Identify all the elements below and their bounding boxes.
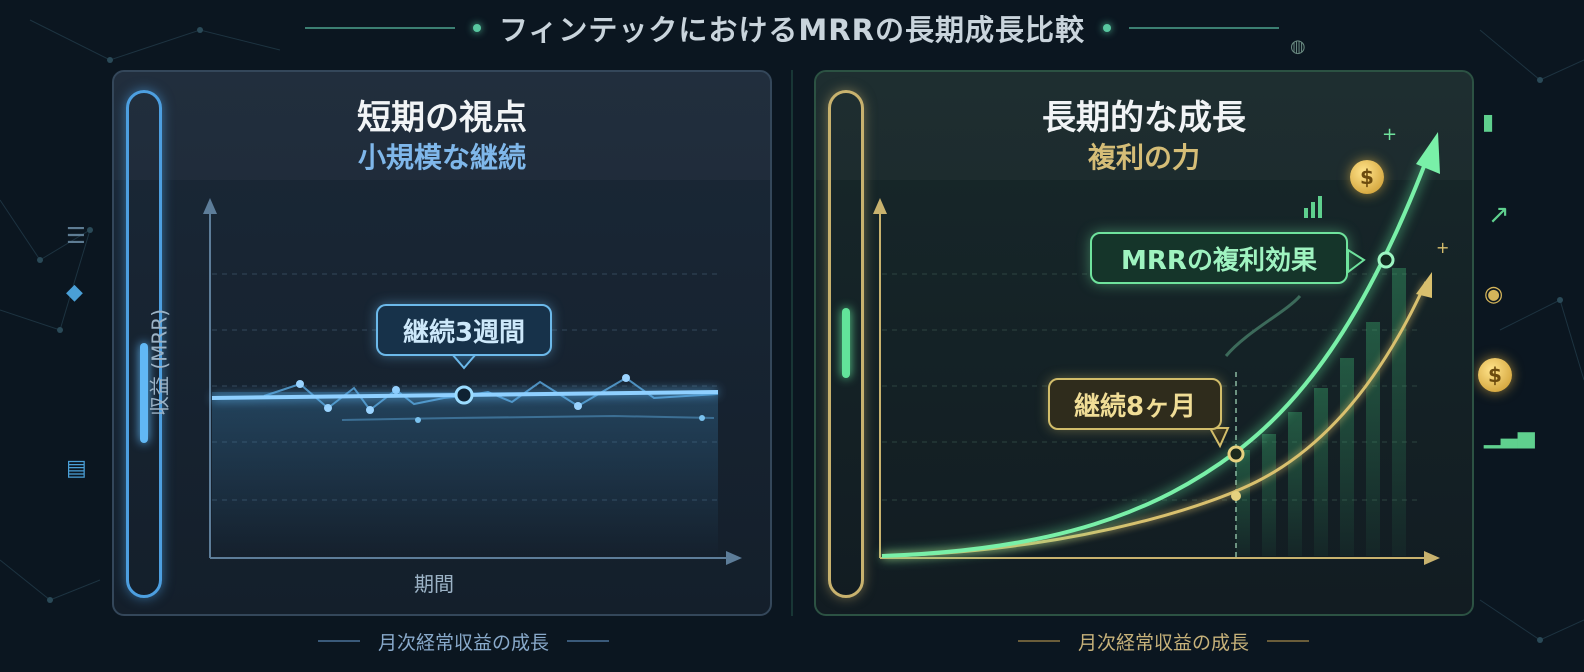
short-term-bar-fill: [140, 343, 148, 443]
long-term-footer-text: 月次経常収益の成長: [1078, 631, 1250, 654]
footer-line: [318, 640, 360, 642]
bar-chart-icon: ▮: [1482, 110, 1495, 135]
trend-up-arrow-icon: ↗: [1488, 200, 1510, 230]
growth-stripe: [1340, 358, 1354, 556]
document-list-icon: ☰: [66, 224, 86, 249]
compound-effect-callout: MRRの複利効果: [1090, 232, 1348, 284]
mini-bar-icon: [1311, 202, 1315, 218]
long-term-panel: 長期的な成長 複利の力: [814, 70, 1474, 616]
growth-stripe: [1314, 388, 1328, 556]
footer-line: [1267, 640, 1310, 642]
data-point: [324, 404, 332, 412]
eight-month-marker: [1227, 445, 1245, 463]
page-title: フィンテックにおけるMRRの長期成長比較: [499, 13, 1085, 47]
short-term-footer-text: 月次経常収益の成長: [378, 631, 550, 654]
growth-stripe: [1236, 450, 1250, 556]
x-axis-arrow: [1424, 551, 1440, 565]
growth-stripe: [1288, 412, 1302, 556]
short-term-area: [212, 392, 718, 558]
callout-pointer: [449, 353, 479, 370]
sparkle-icon: +: [1436, 238, 1450, 257]
data-point: [415, 417, 421, 423]
short-term-baseline: [341, 414, 715, 421]
sparkle-icon: +: [1382, 124, 1398, 145]
dollar-coin-icon: $: [1478, 358, 1512, 392]
eight-month-callout: 継続8ヶ月: [1048, 378, 1222, 430]
growth-stripe: [1392, 268, 1406, 556]
y-axis-label: 収益 (MRR): [147, 309, 172, 417]
x-axis-arrow: [726, 551, 742, 565]
title-dot-left: [473, 24, 482, 32]
title-line-right: [1128, 27, 1279, 29]
three-week-marker: [454, 385, 474, 405]
data-point: [366, 406, 374, 414]
x-axis-label: 期間: [414, 572, 454, 596]
long-term-subtitle: 複利の力: [1087, 141, 1200, 174]
callout-pointer: [1208, 427, 1230, 449]
footer-line: [567, 640, 610, 642]
three-week-callout: 継続3週間: [376, 304, 552, 356]
growth-stripe: [1262, 434, 1276, 556]
coin-stack-icon: ◉: [1484, 282, 1504, 307]
dollar-coin-icon: $: [1350, 160, 1384, 194]
globe-icon: ◍: [1290, 36, 1306, 57]
growth-chart-icon: ▁▃▅: [1484, 424, 1535, 449]
page-header: フィンテックにおけるMRRの長期成長比較: [0, 6, 1584, 50]
compound-marker: [1377, 251, 1395, 269]
y-axis-arrow: [873, 198, 887, 214]
short-term-footer: 月次経常収益の成長: [318, 626, 610, 656]
short-term-panel: 短期の視点 小規模な継続: [112, 70, 772, 616]
short-term-subtitle: 小規模な継続: [357, 141, 526, 174]
secondary-curve-arrow: [1416, 272, 1432, 298]
growth-curve-arrow: [1416, 132, 1440, 174]
long-term-footer: 月次経常収益の成長: [1018, 626, 1310, 656]
short-term-title: 短期の視点: [357, 98, 527, 138]
receipt-icon: ▤: [66, 456, 87, 481]
title-line-left: [305, 27, 456, 29]
data-point: [622, 374, 630, 382]
growth-stripe: [1366, 322, 1380, 556]
data-point: [296, 380, 304, 388]
ethereum-icon: ◆: [66, 280, 83, 305]
long-term-bar-fill: [842, 308, 850, 378]
short-term-chart: [203, 198, 742, 565]
data-point: [699, 415, 705, 421]
title-dot-right: [1102, 24, 1111, 32]
long-term-secondary-curve: [881, 281, 1428, 558]
mini-bar-icon: [1304, 208, 1308, 218]
footer-line: [1018, 640, 1060, 642]
data-point: [392, 386, 400, 394]
y-axis-arrow: [203, 198, 217, 214]
long-term-chart: [873, 132, 1440, 565]
data-point: [574, 402, 582, 410]
secondary-marker: [1231, 491, 1241, 501]
long-term-title: 長期的な成長: [1042, 98, 1246, 138]
mini-bar-icon: [1318, 196, 1322, 218]
callout-connector: [1224, 294, 1302, 357]
callout-pointer: [1347, 248, 1366, 274]
short-term-progress-bar: [126, 90, 162, 598]
long-term-progress-bar: [828, 90, 864, 598]
